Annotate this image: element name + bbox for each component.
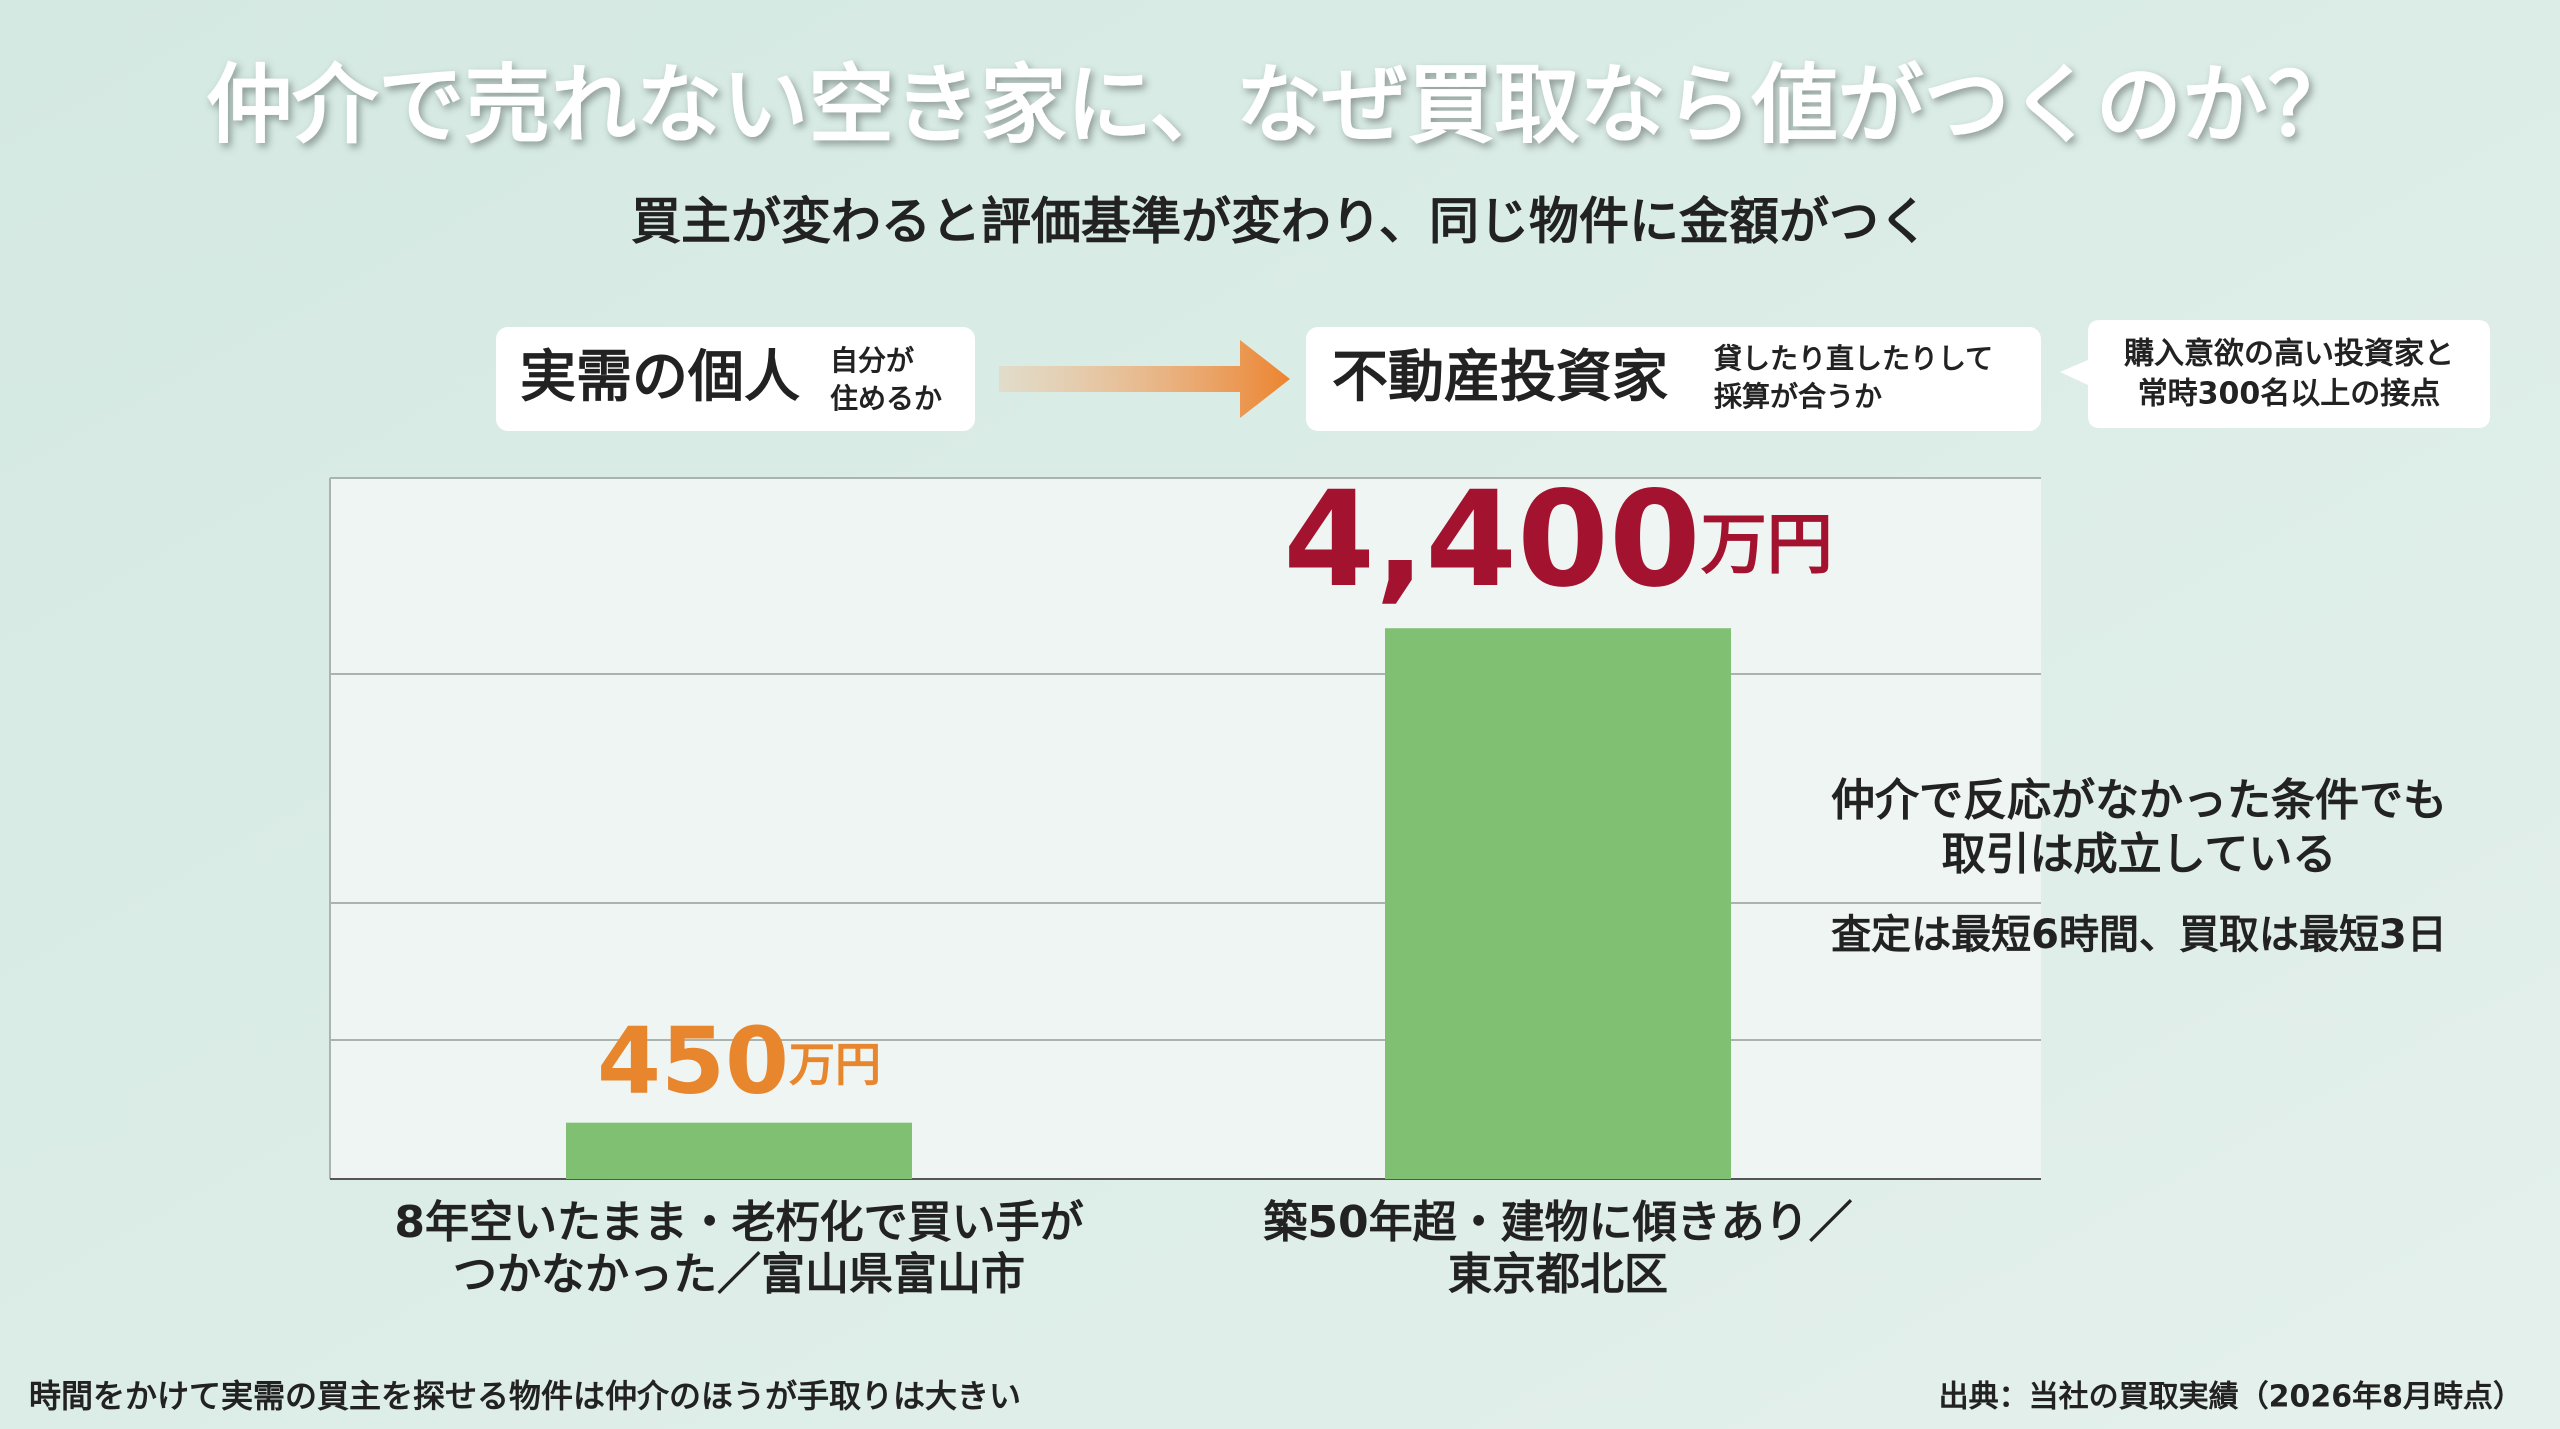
from-note: 自分が: [830, 344, 914, 377]
value-label: 450万円: [597, 1008, 881, 1115]
to-note: 貸したり直したりして: [1714, 342, 1993, 375]
x-tick-label: 築50年超・建物に傾きあり／: [1263, 1197, 1852, 1248]
footnote: 時間をかけて実需の買主を探せる物件は仲介のほうが手取りは大きい: [29, 1377, 1021, 1415]
annotation: 査定は最短6時間、買取は最短3日: [1831, 912, 2447, 958]
to-label: 不動産投資家: [1332, 345, 1668, 410]
callout-text: 常時300名以上の接点: [2138, 377, 2441, 412]
source: 出典：当社の買取実績（2026年8月時点）: [1939, 1380, 2523, 1415]
to-box: [1306, 327, 2041, 431]
bar: [566, 1122, 912, 1179]
subtitle: 買主が変わると評価基準が変わり、同じ物件に金額がつく: [631, 193, 1929, 251]
from-box: [496, 327, 975, 431]
value-label: 4,400万円: [1283, 463, 1833, 617]
x-tick-label: 東京都北区: [1448, 1249, 1668, 1300]
plot-area: [330, 478, 2041, 1179]
arrow: [999, 340, 1290, 418]
title: 仲介で売れない空き家に、なぜ買取なら値がつくのか？: [206, 55, 2353, 155]
to-note: 採算が合うか: [1714, 380, 1882, 413]
bar: [1385, 628, 1731, 1179]
x-tick-label: 8年空いたまま・老朽化で買い手が: [394, 1197, 1083, 1248]
annotation: 仲介で反応がなかった条件でも: [1831, 775, 2447, 826]
callout-text: 購入意欲の高い投資家と: [2124, 337, 2454, 372]
annotation: 取引は成立している: [1942, 829, 2337, 880]
callout-box: [2060, 320, 2490, 428]
from-label: 実需の個人: [520, 345, 800, 410]
background-lines: [329, 477, 2041, 1179]
x-tick-label: つかなかった／富山県富山市: [453, 1249, 1025, 1300]
from-note: 住めるか: [830, 382, 942, 415]
